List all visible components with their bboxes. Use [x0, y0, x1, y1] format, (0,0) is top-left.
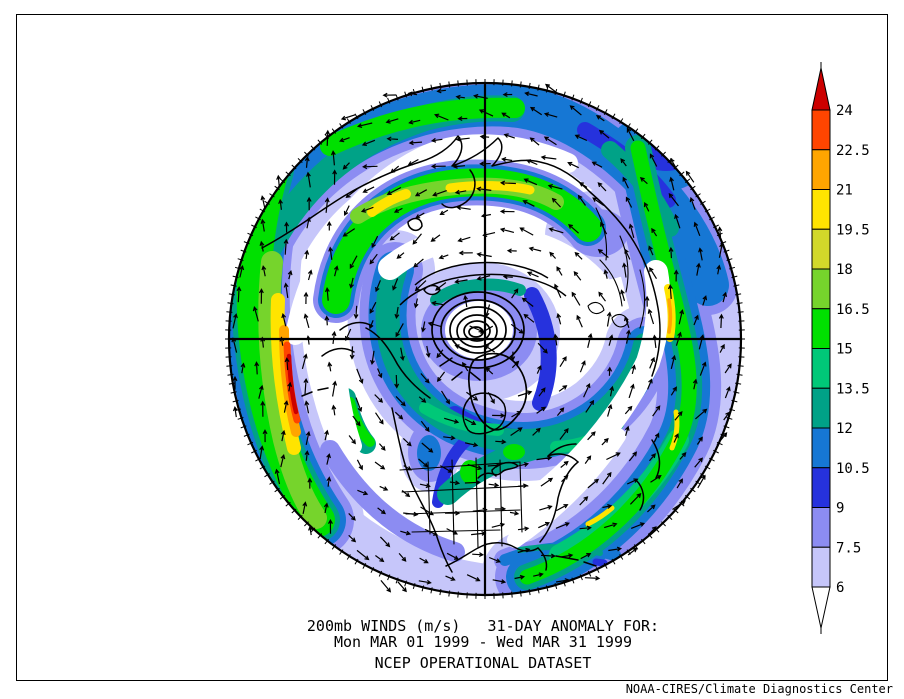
- svg-text:7.5: 7.5: [836, 540, 861, 556]
- svg-text:12: 12: [836, 421, 853, 437]
- svg-text:21: 21: [836, 183, 853, 199]
- title-line-1: 200mb WINDS (m/s) 31-DAY ANOMALY FOR:: [306, 617, 660, 635]
- svg-text:13.5: 13.5: [836, 381, 870, 397]
- svg-text:19.5: 19.5: [836, 222, 870, 238]
- colorbar-segments: [811, 62, 831, 634]
- svg-text:22.5: 22.5: [836, 143, 870, 159]
- plot-titles: 200mb WINDS (m/s) 31-DAY ANOMALY FOR: Mo…: [62, 618, 904, 671]
- vortex-contours: [399, 261, 567, 369]
- svg-text:24: 24: [836, 103, 853, 119]
- svg-text:10.5: 10.5: [836, 461, 870, 477]
- svg-text:15: 15: [836, 342, 853, 358]
- map-rim-circle: [227, 81, 743, 597]
- dataset-line: NCEP OPERATIONAL DATASET: [374, 654, 592, 672]
- attribution-text: NOAA-CIRES/Climate Diagnostics Center: [625, 682, 893, 696]
- svg-text:9: 9: [836, 501, 844, 517]
- colorbar-legend: 24 22.5 21 19.5 18 16.5 15 13.5 12 10.5 9 7.5 6: [811, 62, 870, 634]
- wind-vector-arrows: [231, 83, 732, 593]
- svg-text:6: 6: [836, 580, 844, 596]
- colorbar-labels: 24 22.5 21 19.5 18 16.5 15 13.5 12 10.5 9 7.5 6: [836, 103, 870, 596]
- svg-text:18: 18: [836, 262, 853, 278]
- svg-text:16.5: 16.5: [836, 302, 870, 318]
- title-line-2: Mon MAR 01 1999 - Wed MAR 31 1999: [333, 633, 632, 651]
